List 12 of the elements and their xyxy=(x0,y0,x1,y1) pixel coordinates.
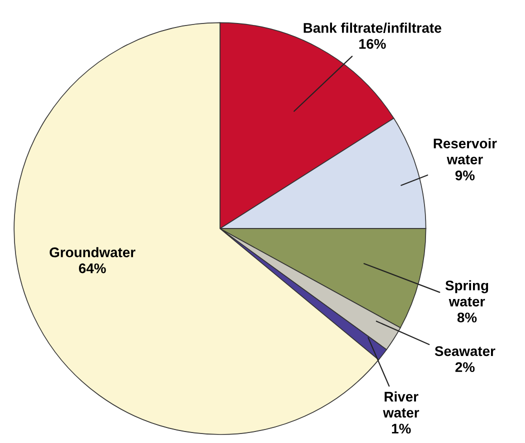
data-label: 1% xyxy=(392,424,411,434)
slice-label: Groundwater xyxy=(50,247,136,258)
slice-label: Spring water xyxy=(445,280,488,306)
slice-label: Seawater xyxy=(434,346,496,356)
slice-label: River water xyxy=(382,391,420,418)
data-label: 64% xyxy=(78,263,106,274)
data-label: 8% xyxy=(457,312,477,322)
data-label: 16% xyxy=(359,39,386,49)
slice-label: Bank filtrate/infiltrate xyxy=(304,22,442,34)
slice-label: Reservoir water xyxy=(434,138,497,164)
data-label: 9% xyxy=(455,170,475,180)
data-label: 2% xyxy=(455,362,475,372)
